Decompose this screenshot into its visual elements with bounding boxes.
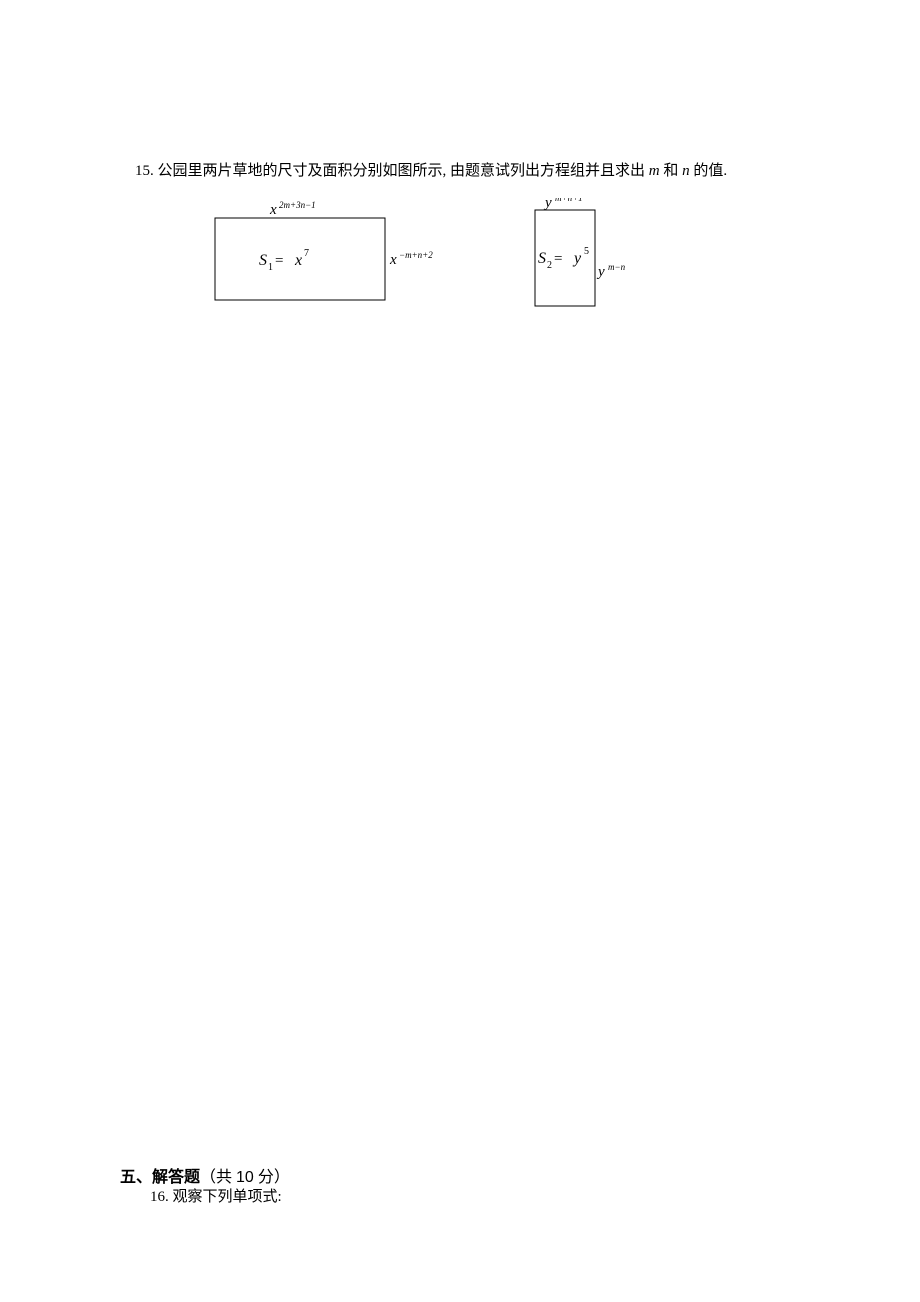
rect2-center-S: S (538, 250, 546, 267)
rect1-right-exp: −m+n+2 (399, 250, 433, 260)
q16-text: 观察下列单项式: (173, 1189, 282, 1205)
rect2-top-exp: m+n+1 (555, 198, 583, 203)
q15-var-n: n (682, 163, 690, 179)
q16-number: 16. (150, 1189, 169, 1205)
rect2-top-base: y (543, 198, 552, 211)
rect1-center-sub: 1 (268, 262, 273, 273)
section-5-paren-close: 分） (254, 1169, 290, 1186)
section-5-heading: 五、解答题（共 10 分） (120, 1163, 290, 1187)
rect1-center-base: x (294, 252, 302, 269)
rect1-top-base: x (269, 202, 277, 218)
q15-text-between: 和 (660, 163, 683, 179)
rect1-right-base: x (389, 252, 397, 268)
q15-number: 15. (135, 163, 154, 179)
rect1-center-exp: 7 (304, 248, 309, 259)
rect1-center-eq: = (275, 253, 283, 269)
rect2-center-base: y (572, 250, 582, 267)
diagram-svg: x 2m+3n−1 x −m+n+2 S 1 = x 7 y m+n+1 y m… (205, 198, 665, 318)
rect2-right-base: y (596, 264, 605, 280)
q15-diagram: x 2m+3n−1 x −m+n+2 S 1 = x 7 y m+n+1 y m… (205, 198, 665, 318)
question-16: 16. 观察下列单项式: (150, 1185, 282, 1206)
section-5-paren-open: （共 (200, 1169, 236, 1186)
rect2-right-exp: m−n (608, 262, 626, 272)
q15-text-1: 公园里两片草地的尺寸及面积分别如图所示, 由题意试列出方程组并且求出 (158, 163, 649, 179)
rect1-top-exp: 2m+3n−1 (279, 200, 316, 210)
rect1-center-S: S (259, 252, 267, 269)
rect2-center-sub: 2 (547, 260, 552, 271)
q15-text-2: 的值. (690, 163, 728, 179)
page: 15. 公园里两片草地的尺寸及面积分别如图所示, 由题意试列出方程组并且求出 m… (0, 0, 920, 1302)
rect2-center-eq: = (554, 251, 562, 267)
q15-var-m: m (649, 163, 660, 179)
rect2-center-exp: 5 (584, 246, 589, 257)
question-15: 15. 公园里两片草地的尺寸及面积分别如图所示, 由题意试列出方程组并且求出 m… (135, 160, 835, 183)
section-5-points: 10 (236, 1169, 254, 1186)
section-5-title: 五、解答题 (120, 1169, 200, 1186)
